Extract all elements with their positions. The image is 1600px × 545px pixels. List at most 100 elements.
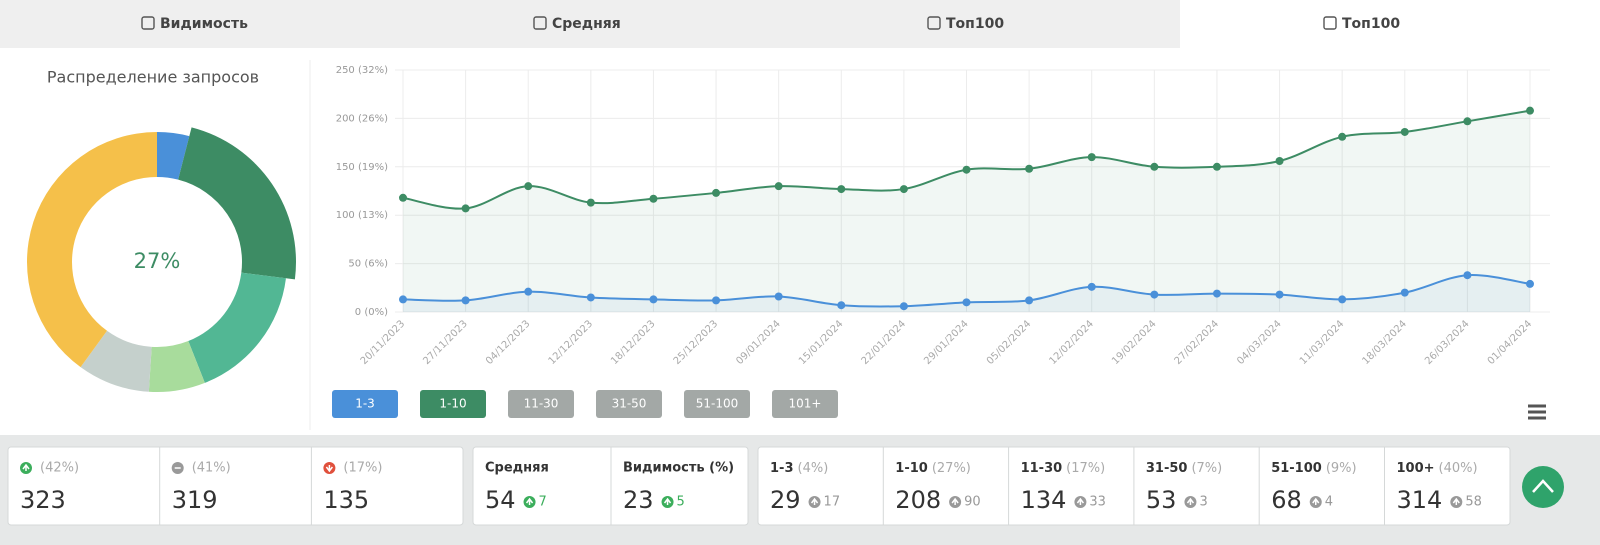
data-point	[1463, 117, 1472, 126]
tab[interactable]: Видимость	[141, 16, 248, 32]
x-tick-label: 01/04/2024	[1486, 318, 1535, 367]
data-point	[1400, 127, 1409, 136]
x-tick-label: 25/12/2023	[672, 318, 721, 367]
data-point	[774, 182, 783, 191]
stat-delta: 7	[539, 495, 547, 510]
delta-icon-glyph	[325, 465, 333, 473]
x-tick-label: 11/03/2024	[1298, 318, 1347, 367]
x-tick-label: 27/11/2023	[421, 318, 470, 367]
range-label: 1-3	[770, 461, 794, 476]
data-point	[1150, 162, 1159, 171]
donut-center-label: 27%	[134, 249, 181, 273]
stat-delta: 5	[677, 495, 685, 510]
stat-delta: 90	[964, 495, 981, 510]
legend-button[interactable]: 11-30	[508, 390, 574, 418]
scroll-top-button[interactable]	[1522, 466, 1564, 508]
data-point	[586, 198, 595, 207]
delta-icon-glyph	[1312, 497, 1320, 505]
stat-label: 51-100 (9%)	[1271, 461, 1356, 476]
data-point	[1275, 290, 1284, 299]
stat-value: 319	[172, 486, 218, 514]
tab-label: Средняя	[552, 16, 621, 32]
data-point	[1212, 289, 1221, 298]
legend-button-bg	[332, 390, 398, 418]
stat-value: 23	[623, 486, 654, 514]
y-tick-label: 200 (26%)	[336, 113, 388, 124]
donut-segment	[80, 330, 152, 392]
delta-icon-glyph	[810, 497, 819, 505]
legend-button[interactable]: 1-10	[420, 390, 486, 418]
scroll-top-bg	[1522, 466, 1564, 508]
x-tick-label: 04/03/2024	[1235, 318, 1284, 367]
legend-button-bg	[420, 390, 486, 418]
stats-card	[7, 446, 464, 526]
legend-button-bg	[508, 390, 574, 418]
stat-value: 323	[20, 486, 66, 514]
stat-label: Видимость (%)	[623, 461, 734, 476]
x-tick-label: 05/02/2024	[985, 318, 1034, 367]
tab[interactable]: Средняя	[533, 16, 621, 32]
stat-value: 134	[1021, 486, 1067, 514]
stat-percent: (41%)	[192, 461, 231, 476]
x-tick-label: 19/02/2024	[1110, 318, 1159, 367]
stat-value: 135	[323, 486, 369, 514]
x-tick-label: 12/12/2023	[547, 318, 596, 367]
data-point	[399, 193, 407, 202]
data-point	[899, 185, 908, 194]
chart-menu[interactable]	[1528, 404, 1546, 420]
x-tick-label: 27/02/2024	[1173, 318, 1222, 367]
stat-value: 314	[1397, 486, 1443, 514]
data-point	[837, 301, 846, 310]
donut-title: Распределение запросов	[47, 68, 259, 87]
data-point	[1338, 132, 1347, 141]
range-percent: (4%)	[798, 461, 829, 476]
tab-label: Топ100	[946, 16, 1004, 32]
stat-value: 208	[895, 486, 941, 514]
legend-label: 1-3	[355, 397, 375, 411]
range-label: 1-10	[895, 461, 928, 476]
stat-delta: 33	[1089, 495, 1106, 510]
legend-button[interactable]: 1-3	[332, 390, 398, 418]
stat-delta: 3	[1199, 495, 1207, 510]
stat-label: 31-50 (7%)	[1146, 461, 1222, 476]
y-tick-label: 150 (19%)	[336, 162, 388, 173]
delta-icon-glyph	[951, 497, 959, 505]
legend-label: 101+	[789, 397, 822, 411]
legend-button[interactable]: 31-50	[596, 390, 662, 418]
scroll-top-chevron	[1532, 479, 1554, 493]
delta-icon-glyph	[525, 497, 534, 505]
range-label: 100+	[1397, 461, 1435, 476]
legend-button[interactable]: 101+	[772, 390, 838, 418]
x-tick-label: 09/01/2024	[734, 318, 783, 367]
data-point	[1212, 162, 1221, 171]
data-point	[712, 296, 721, 305]
tab[interactable]: Топ100	[1323, 16, 1400, 32]
legend-button[interactable]: 51-100	[684, 390, 750, 418]
data-point	[461, 296, 470, 305]
legend-label: 51-100	[696, 397, 739, 411]
stat-delta: 17	[824, 495, 841, 510]
tab-label: Видимость	[160, 16, 248, 32]
delta-icon-glyph	[1452, 497, 1460, 505]
data-point	[649, 194, 658, 203]
stat-delta: 58	[1465, 495, 1482, 510]
stat-value: 53	[1146, 486, 1177, 514]
x-tick-label: 26/03/2024	[1423, 318, 1472, 367]
tab[interactable]: Топ100	[927, 16, 1004, 32]
stat-label: 1-10 (27%)	[895, 461, 971, 476]
data-point	[1526, 279, 1534, 288]
donut-segment	[157, 132, 190, 180]
data-point	[1338, 295, 1347, 304]
range-label: 51-100	[1271, 461, 1322, 476]
stat-value: 68	[1271, 486, 1302, 514]
range-percent: (7%)	[1191, 461, 1222, 476]
data-point	[837, 185, 846, 194]
data-point	[1150, 290, 1159, 299]
stat-label: 11-30 (17%)	[1021, 461, 1106, 476]
x-tick-label: 20/11/2023	[359, 318, 408, 367]
data-point	[899, 302, 908, 311]
range-percent: (40%)	[1439, 461, 1478, 476]
data-point	[1463, 271, 1472, 280]
